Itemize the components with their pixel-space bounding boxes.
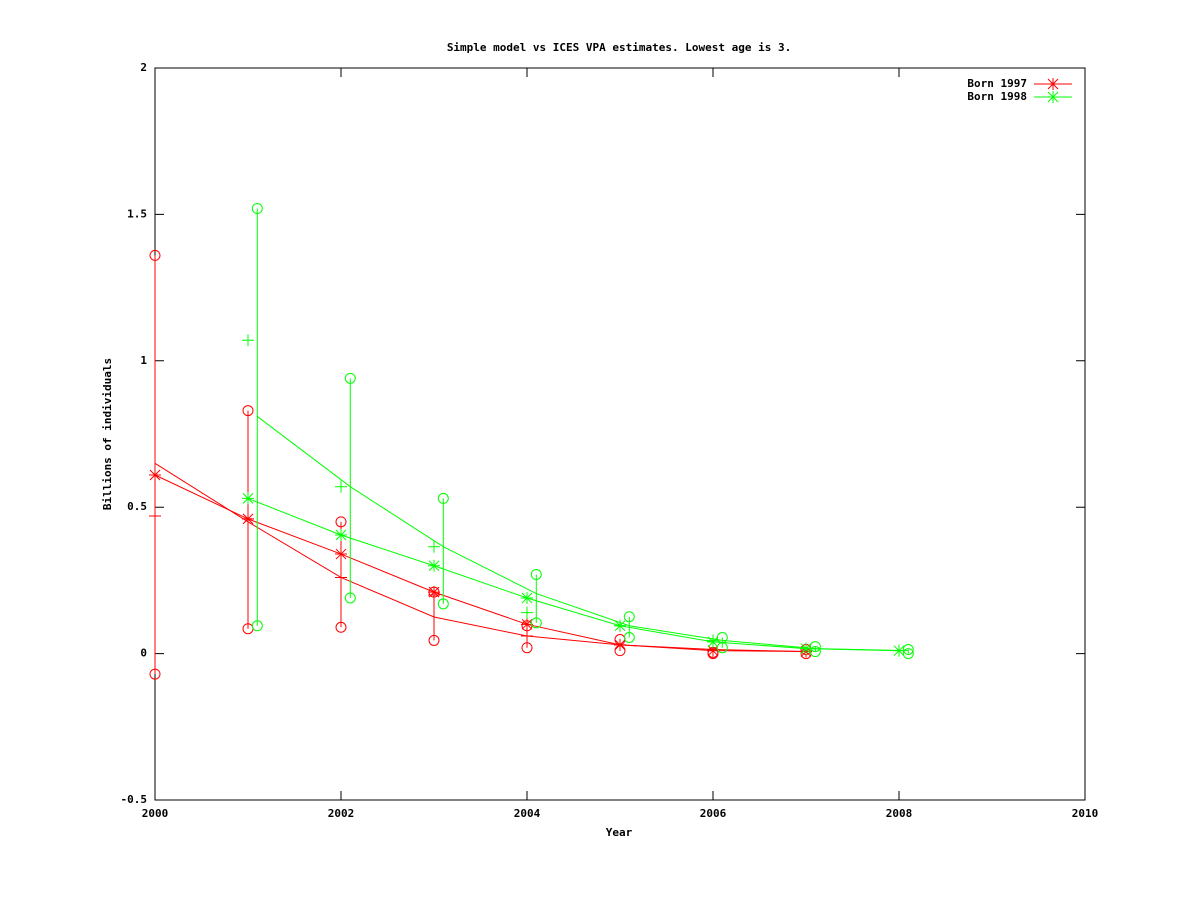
error-low (437, 598, 449, 610)
chart-title: Simple model vs ICES VPA estimates. Lowe… (447, 41, 791, 54)
legend-swatch (1034, 78, 1072, 90)
error-low (521, 642, 533, 654)
star-point (242, 512, 254, 525)
error-low (251, 620, 263, 632)
star-point (242, 492, 254, 505)
model-line (256, 416, 909, 652)
star-point (335, 548, 347, 561)
model-line (154, 462, 807, 653)
error-high (242, 405, 254, 417)
star-point (428, 586, 440, 599)
error-high (902, 644, 914, 656)
x-tick-label: 2010 (1072, 807, 1099, 820)
error-low (623, 631, 635, 643)
star-point (428, 559, 440, 572)
error-high (149, 249, 161, 261)
y-tick-label: 2 (140, 61, 147, 74)
star-point (149, 468, 161, 481)
plus-point (428, 540, 440, 553)
star-point (707, 635, 719, 648)
error-high (530, 569, 542, 581)
error-high (623, 611, 635, 623)
x-tick-label: 2008 (886, 807, 913, 820)
series-line (247, 497, 900, 652)
error-high (335, 516, 347, 528)
error-low (902, 648, 914, 660)
star-point (614, 619, 626, 632)
plus-point (521, 630, 533, 643)
plus-point (335, 571, 347, 584)
series-line (154, 474, 807, 653)
legend-swatch (1034, 91, 1072, 103)
y-tick-label: 0 (140, 647, 147, 660)
plus-point (335, 480, 347, 493)
y-axis-label: Billions of individuals (101, 358, 114, 510)
error-low (530, 617, 542, 629)
error-low (149, 668, 161, 680)
x-tick-label: 2006 (700, 807, 727, 820)
y-tick-label: 1 (140, 354, 147, 367)
legend-label: Born 1998 (967, 90, 1027, 103)
y-tick-label: 1.5 (127, 207, 147, 220)
plus-point (149, 509, 161, 522)
plot-frame (154, 67, 1086, 801)
x-tick-label: 2000 (142, 807, 169, 820)
star-point (893, 644, 905, 657)
star-point (614, 638, 626, 651)
error-low (335, 621, 347, 633)
error-high (437, 492, 449, 504)
plus-point (521, 606, 533, 619)
error-low (344, 592, 356, 604)
error-low (428, 634, 440, 646)
legend-label: Born 1997 (967, 77, 1027, 90)
star-point (800, 642, 812, 655)
error-high (344, 372, 356, 384)
star-point (335, 529, 347, 542)
x-axis-label: Year (606, 826, 633, 839)
error-high (251, 203, 263, 215)
star-point (521, 591, 533, 604)
error-low (809, 646, 821, 658)
x-tick-label: 2002 (328, 807, 355, 820)
y-tick-label: 0.5 (127, 500, 147, 513)
y-tick-label: -0.5 (121, 793, 148, 806)
plus-point (242, 334, 254, 347)
star-point (521, 618, 533, 631)
x-tick-label: 2004 (514, 807, 541, 820)
star-point (707, 644, 719, 657)
error-high (809, 641, 821, 653)
